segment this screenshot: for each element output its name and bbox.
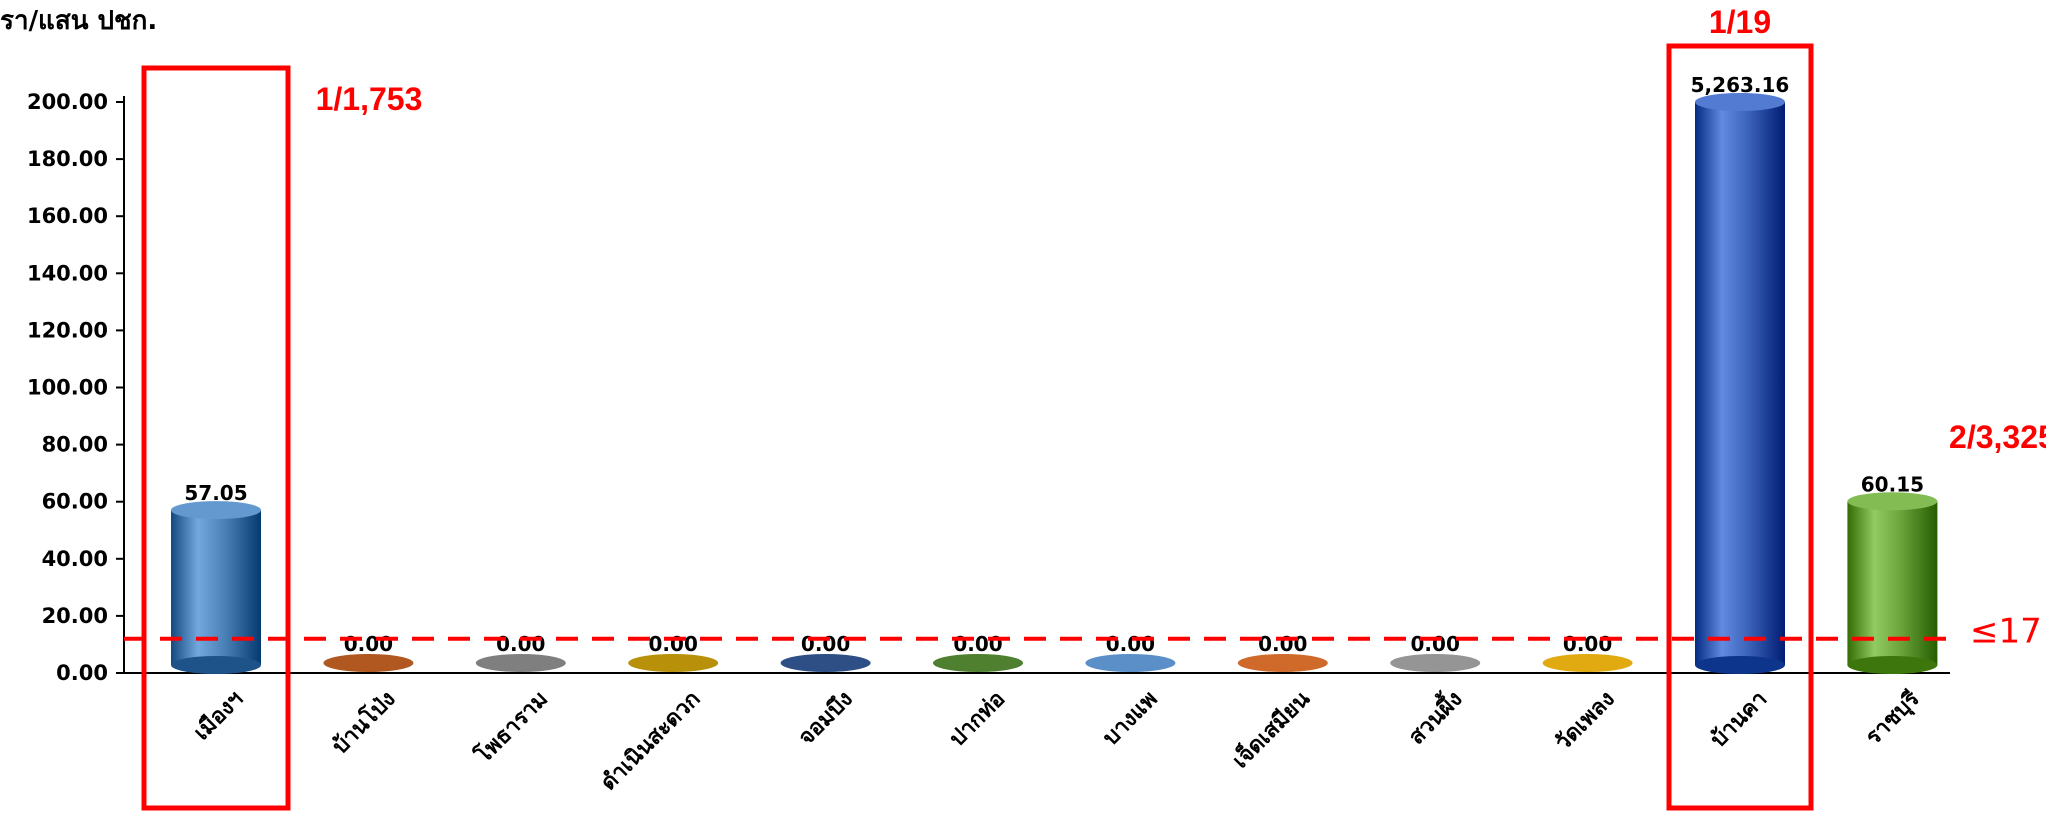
category-label: วัดเพลง (1551, 687, 1620, 756)
y-tick-label: 0.00 (56, 661, 108, 685)
category-label: ราชบุรี (1861, 686, 1925, 750)
y-tick-label: 140.00 (27, 261, 108, 285)
bar-base (171, 656, 261, 674)
data-label: 0.00 (953, 632, 1002, 656)
data-label: 0.00 (496, 632, 545, 656)
bar (323, 654, 414, 672)
category-label: เมืองฯ (189, 687, 248, 746)
y-tick-label: 160.00 (27, 204, 108, 228)
category-label: บ้านคา (1706, 687, 1772, 753)
bar-base (1847, 656, 1938, 674)
data-label: 0.00 (801, 632, 850, 656)
threshold-label: ≤17 (1970, 612, 2042, 652)
data-label: 0.00 (1411, 632, 1460, 656)
annotation-label: 1/19 (1709, 4, 1771, 40)
data-label: 0.00 (1106, 632, 1155, 656)
y-tick-label: 120.00 (27, 318, 108, 342)
data-label: 0.00 (1258, 632, 1307, 656)
data-label: 0.00 (344, 632, 393, 656)
bar (1237, 654, 1328, 672)
bar-top (1847, 492, 1938, 511)
category-label: บางแพ (1098, 687, 1162, 751)
bar (1085, 654, 1176, 672)
y-tick-label: 200.00 (27, 90, 108, 114)
category-label: ปากท่อ (945, 687, 1010, 752)
category-label: จอมบึง (794, 687, 858, 751)
bar-base (1695, 656, 1785, 674)
highlight-box (1666, 43, 1814, 811)
y-tick-label: 60.00 (42, 490, 108, 514)
highlight-box (141, 65, 291, 811)
data-label: 60.15 (1861, 472, 1924, 496)
bar (628, 654, 719, 672)
category-label: ดำเนินสะดวก (596, 687, 705, 796)
bar (475, 654, 566, 672)
data-label: 0.00 (649, 632, 698, 656)
bar (933, 654, 1023, 672)
annotation-label: 2/3,325 (1949, 419, 2046, 455)
y-tick-label: 100.00 (27, 376, 108, 400)
bar (1695, 102, 1785, 665)
category-label: โพธาราม (469, 685, 553, 769)
y-tick-label: 80.00 (42, 433, 108, 457)
category-label: เจ็ดเสมียน (1226, 684, 1315, 773)
bar-top (1695, 93, 1785, 111)
bar (1390, 654, 1481, 672)
category-label: บ้านโป่ง (326, 685, 400, 759)
bar (1542, 654, 1633, 672)
data-label: 5,263.16 (1691, 73, 1790, 97)
data-label: 57.05 (184, 481, 247, 505)
bar (780, 654, 871, 672)
y-axis-title: รา/แสน ปชก. (0, 6, 158, 36)
y-tick-label: 180.00 (27, 147, 108, 171)
annotation-label: 1/1,753 (316, 81, 423, 117)
bar (171, 510, 261, 665)
y-tick-label: 40.00 (42, 547, 108, 571)
y-tick-label: 20.00 (42, 604, 108, 628)
category-label: สวนผึ้ง (1401, 683, 1468, 750)
bar-top (171, 501, 261, 520)
data-label: 0.00 (1563, 632, 1612, 656)
